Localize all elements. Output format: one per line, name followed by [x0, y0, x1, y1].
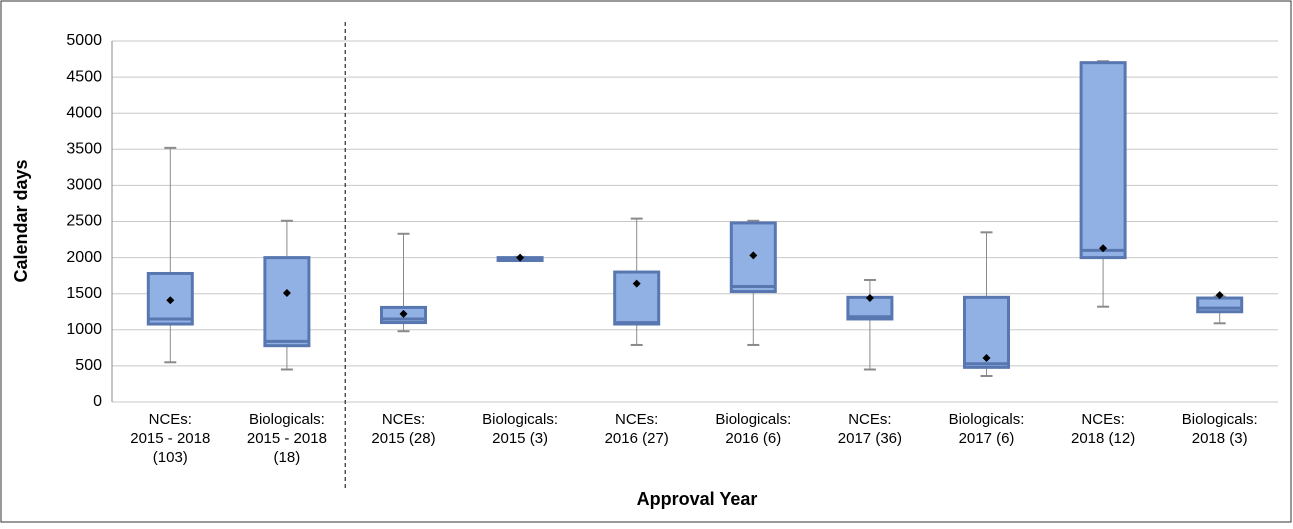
- x-tick-label: NCEs:: [382, 411, 425, 428]
- x-tick-label: 2015 - 2018: [247, 430, 327, 447]
- x-tick-label: NCEs:: [615, 411, 658, 428]
- x-tick-label: 2018 (12): [1071, 430, 1135, 447]
- y-tick-label: 4000: [66, 104, 102, 121]
- x-tick-label: 2016 (27): [605, 430, 669, 447]
- x-tick-label: Biologicals:: [715, 411, 791, 428]
- y-tick-label: 3500: [66, 141, 102, 158]
- x-axis-title: Approval Year: [637, 489, 758, 509]
- y-tick-label: 4500: [66, 68, 102, 85]
- x-tick-label: NCEs:: [848, 411, 891, 428]
- x-tick-label: 2017 (36): [838, 430, 902, 447]
- x-tick-label: Biologicals:: [249, 411, 325, 428]
- x-tick-label: 2016 (6): [725, 430, 781, 447]
- x-tick-label: NCEs:: [1081, 411, 1124, 428]
- y-axis-title: Calendar days: [11, 159, 31, 282]
- mean-marker: [166, 296, 175, 305]
- x-tick-label: Biologicals:: [1182, 411, 1258, 428]
- y-tick-label: 2000: [66, 249, 102, 266]
- mean-marker: [1215, 291, 1224, 300]
- y-tick-label: 2500: [66, 213, 102, 230]
- mean-marker: [749, 251, 758, 260]
- y-tick-label: 5000: [66, 32, 102, 49]
- mean-marker: [399, 309, 408, 318]
- box: [146, 271, 194, 326]
- y-tick-label: 1500: [66, 285, 102, 302]
- x-tick-label: (103): [153, 449, 188, 466]
- x-tick-label: 2015 - 2018: [130, 430, 210, 447]
- x-tick-label: 2015 (28): [371, 430, 435, 447]
- x-tick-label: 2018 (3): [1192, 430, 1248, 447]
- mean-marker: [982, 353, 991, 362]
- box: [1079, 61, 1127, 260]
- x-tick-label: NCEs:: [149, 411, 192, 428]
- x-tick-label: Biologicals:: [949, 411, 1025, 428]
- mean-marker: [865, 294, 874, 303]
- mean-marker: [1099, 244, 1108, 253]
- box: [1196, 296, 1244, 314]
- y-tick-label: 3000: [66, 177, 102, 194]
- mean-marker: [516, 253, 525, 262]
- y-tick-label: 500: [75, 357, 102, 374]
- mean-marker: [282, 288, 291, 297]
- x-tick-label: 2015 (3): [492, 430, 548, 447]
- x-tick-label: Biologicals:: [482, 411, 558, 428]
- y-tick-label: 0: [93, 393, 102, 410]
- mean-marker: [632, 279, 641, 288]
- x-tick-label: (18): [274, 449, 301, 466]
- y-tick-label: 1000: [66, 321, 102, 338]
- box: [263, 256, 311, 348]
- x-tick-label: 2017 (6): [959, 430, 1015, 447]
